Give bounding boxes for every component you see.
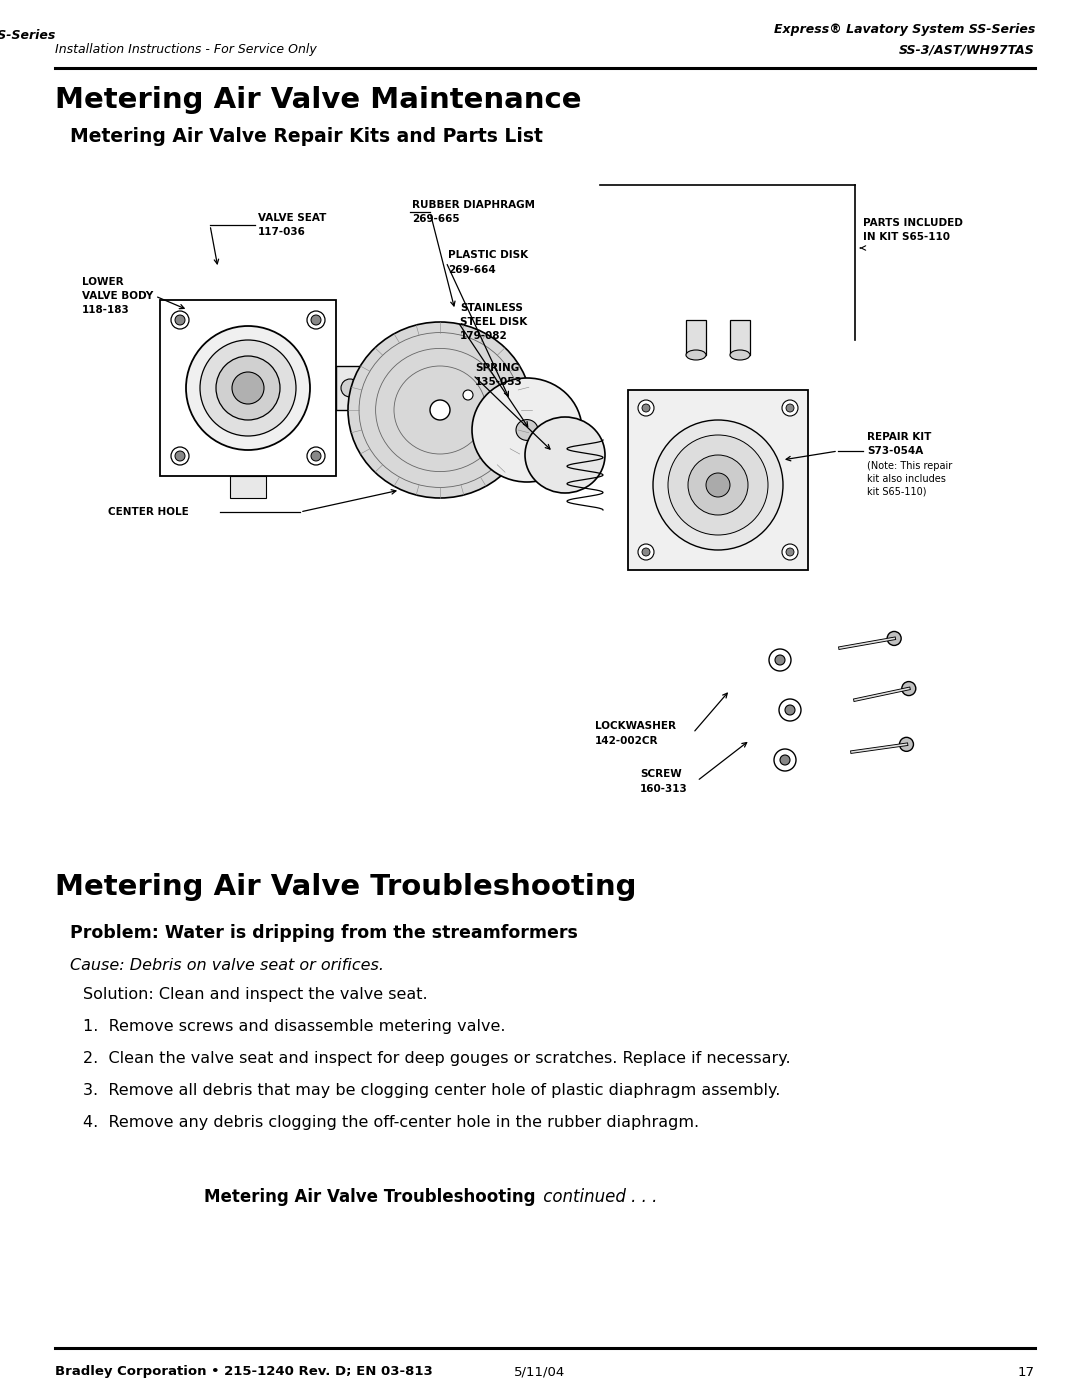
Text: Express® Lavatory System SS-Series: Express® Lavatory System SS-Series	[773, 24, 1035, 36]
Text: Bradley Corporation • 215-1240 Rev. D; EN 03-813: Bradley Corporation • 215-1240 Rev. D; E…	[55, 1365, 433, 1379]
Circle shape	[782, 400, 798, 416]
Text: Installation Instructions - For Service Only: Installation Instructions - For Service …	[55, 43, 316, 56]
Circle shape	[216, 356, 280, 420]
Text: (Note: This repair: (Note: This repair	[867, 461, 953, 471]
Text: SS-3/AST/WH97TAS: SS-3/AST/WH97TAS	[900, 43, 1035, 56]
Bar	[230, 476, 266, 497]
Text: Metering Air Valve Maintenance: Metering Air Valve Maintenance	[55, 87, 581, 115]
Bar	[730, 320, 750, 355]
Bar	[686, 320, 706, 355]
Text: 142-002CR: 142-002CR	[595, 736, 659, 746]
Circle shape	[638, 543, 654, 560]
Text: 5/11/04: 5/11/04	[514, 1365, 566, 1379]
Text: CENTER HOLE: CENTER HOLE	[108, 507, 189, 517]
Text: continued . . .: continued . . .	[538, 1187, 658, 1206]
Text: LOCKWASHER: LOCKWASHER	[595, 721, 676, 731]
Circle shape	[311, 451, 321, 461]
Text: Problem: Water is dripping from the streamformers: Problem: Water is dripping from the stre…	[70, 923, 578, 942]
Text: 17: 17	[1018, 1365, 1035, 1379]
Circle shape	[782, 543, 798, 560]
Text: STEEL DISK: STEEL DISK	[460, 317, 527, 327]
Text: SPRING: SPRING	[475, 363, 519, 373]
Text: 135-053: 135-053	[475, 377, 523, 387]
Text: VALVE SEAT: VALVE SEAT	[258, 212, 326, 224]
Circle shape	[171, 312, 189, 330]
Circle shape	[887, 631, 901, 645]
Text: 269-665: 269-665	[411, 214, 460, 224]
Text: Solution: Clean and inspect the valve seat.: Solution: Clean and inspect the valve se…	[83, 988, 428, 1003]
Circle shape	[786, 548, 794, 556]
Circle shape	[706, 474, 730, 497]
Circle shape	[311, 314, 321, 326]
Ellipse shape	[348, 321, 532, 497]
Text: S73-054A: S73-054A	[867, 446, 923, 455]
Circle shape	[785, 705, 795, 715]
Circle shape	[200, 339, 296, 436]
Circle shape	[341, 379, 359, 397]
Circle shape	[653, 420, 783, 550]
Ellipse shape	[472, 379, 582, 482]
Ellipse shape	[686, 351, 706, 360]
Ellipse shape	[525, 416, 605, 493]
Text: RUBBER DIAPHRAGM: RUBBER DIAPHRAGM	[411, 200, 535, 210]
Text: REPAIR KIT: REPAIR KIT	[867, 432, 931, 441]
Text: Cause: Debris on valve seat or orifices.: Cause: Debris on valve seat or orifices.	[70, 957, 384, 972]
Circle shape	[780, 754, 789, 766]
Circle shape	[669, 434, 768, 535]
Text: 269-664: 269-664	[448, 265, 496, 275]
Bar	[336, 366, 364, 409]
Circle shape	[430, 400, 450, 420]
Circle shape	[688, 455, 748, 515]
Circle shape	[232, 372, 264, 404]
Text: 118-183: 118-183	[82, 305, 130, 314]
Text: PARTS INCLUDED
IN KIT S65-110: PARTS INCLUDED IN KIT S65-110	[863, 218, 963, 242]
Text: PLASTIC DISK: PLASTIC DISK	[448, 250, 528, 260]
Bar	[160, 300, 336, 476]
Bar	[627, 390, 808, 570]
Circle shape	[175, 451, 185, 461]
Ellipse shape	[516, 419, 538, 440]
Text: Metering Air Valve Repair Kits and Parts List: Metering Air Valve Repair Kits and Parts…	[70, 127, 543, 145]
Text: kit also includes: kit also includes	[867, 474, 946, 483]
Text: STAINLESS: STAINLESS	[460, 303, 523, 313]
Circle shape	[774, 749, 796, 771]
Circle shape	[307, 312, 325, 330]
Text: kit S65-110): kit S65-110)	[867, 488, 927, 497]
Circle shape	[463, 390, 473, 400]
Circle shape	[175, 314, 185, 326]
Circle shape	[900, 738, 914, 752]
Circle shape	[642, 404, 650, 412]
Circle shape	[775, 655, 785, 665]
Text: 2.  Clean the valve seat and inspect for deep gouges or scratches. Replace if ne: 2. Clean the valve seat and inspect for …	[83, 1052, 791, 1066]
Circle shape	[902, 682, 916, 696]
Text: 4.  Remove any debris clogging the off-center hole in the rubber diaphragm.: 4. Remove any debris clogging the off-ce…	[83, 1115, 699, 1130]
Text: Metering Air Valve Troubleshooting: Metering Air Valve Troubleshooting	[203, 1187, 535, 1206]
Text: 179-082: 179-082	[460, 331, 508, 341]
Text: Metering Air Valve Troubleshooting: Metering Air Valve Troubleshooting	[55, 873, 636, 901]
Circle shape	[769, 650, 791, 671]
Text: SCREW: SCREW	[640, 768, 681, 780]
Circle shape	[171, 447, 189, 465]
Text: 160-313: 160-313	[640, 784, 688, 793]
Text: LOWER: LOWER	[82, 277, 123, 286]
Circle shape	[642, 548, 650, 556]
Text: 1.  Remove screws and disassemble metering valve.: 1. Remove screws and disassemble meterin…	[83, 1020, 505, 1035]
Ellipse shape	[730, 351, 750, 360]
Text: 3.  Remove all debris that may be clogging center hole of plastic diaphragm asse: 3. Remove all debris that may be cloggin…	[83, 1084, 781, 1098]
Text: VALVE BODY: VALVE BODY	[82, 291, 153, 300]
Circle shape	[186, 326, 310, 450]
Circle shape	[307, 447, 325, 465]
Text: 117-036: 117-036	[258, 226, 306, 237]
Text: Express® Lavatory System SS-Series: Express® Lavatory System SS-Series	[0, 28, 55, 42]
Circle shape	[779, 698, 801, 721]
Circle shape	[786, 404, 794, 412]
Circle shape	[638, 400, 654, 416]
